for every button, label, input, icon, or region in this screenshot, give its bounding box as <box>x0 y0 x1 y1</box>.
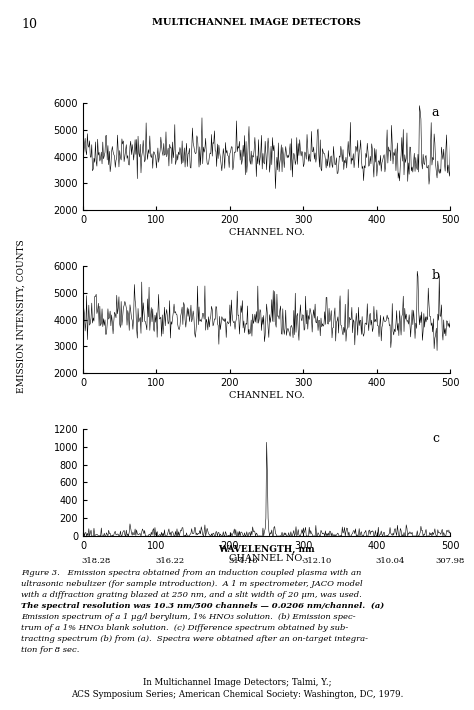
Text: 318.28: 318.28 <box>82 557 111 564</box>
Text: Figure 3.   Emission spectra obtained from an induction coupled plasma with an: Figure 3. Emission spectra obtained from… <box>21 569 362 577</box>
X-axis label: CHANNEL NO.: CHANNEL NO. <box>229 554 304 563</box>
X-axis label: CHANNEL NO.: CHANNEL NO. <box>229 228 304 237</box>
Text: EMISSION INTENSITY, COUNTS: EMISSION INTENSITY, COUNTS <box>17 239 26 393</box>
Text: In Multichannel Image Detectors; Talmi, Y.;: In Multichannel Image Detectors; Talmi, … <box>143 678 331 687</box>
X-axis label: CHANNEL NO.: CHANNEL NO. <box>229 391 304 400</box>
Text: 310.04: 310.04 <box>375 557 405 564</box>
Text: tracting spectrum (b) from (a).  Spectra were obtained after an on-target integr: tracting spectrum (b) from (a). Spectra … <box>21 635 368 643</box>
Text: ACS Symposium Series; American Chemical Society: Washington, DC, 1979.: ACS Symposium Series; American Chemical … <box>71 690 403 699</box>
Text: c: c <box>432 432 439 445</box>
Text: tion for 8 sec.: tion for 8 sec. <box>21 646 80 655</box>
Text: 314.16: 314.16 <box>228 557 258 564</box>
Text: b: b <box>431 269 439 282</box>
Text: The spectral resolution was 10.3 nm/500 channels — 0.0206 nm/channel.  (a): The spectral resolution was 10.3 nm/500 … <box>21 602 384 611</box>
Text: MULTICHANNEL IMAGE DETECTORS: MULTICHANNEL IMAGE DETECTORS <box>152 18 360 27</box>
Text: 316.22: 316.22 <box>155 557 184 564</box>
Text: 312.10: 312.10 <box>302 557 331 564</box>
Text: with a diffraction grating blazed at 250 nm, and a slit width of 20 μm, was used: with a diffraction grating blazed at 250… <box>21 591 362 599</box>
Text: Emission spectrum of a 1 μg/l berylium, 1% HNO₃ solution.  (b) Emission spec-: Emission spectrum of a 1 μg/l berylium, … <box>21 613 356 621</box>
Text: 10: 10 <box>21 18 37 31</box>
Text: WAVELENGTH, nm: WAVELENGTH, nm <box>218 545 315 555</box>
Text: 307.98: 307.98 <box>436 557 465 564</box>
Text: trum of a 1% HNO₃ blank solution.  (c) Difference spectrum obtained by sub-: trum of a 1% HNO₃ blank solution. (c) Di… <box>21 625 348 633</box>
Text: ultrasonic nebulizer (for sample introduction).  A 1 m spectrometer, JACO model: ultrasonic nebulizer (for sample introdu… <box>21 581 363 589</box>
Text: a: a <box>432 106 439 119</box>
